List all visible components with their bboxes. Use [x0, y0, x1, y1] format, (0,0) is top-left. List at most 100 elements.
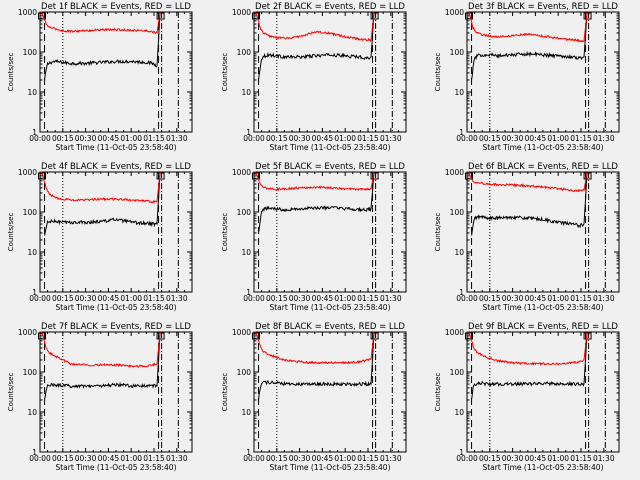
x-tick-label: 01:30: [380, 294, 402, 303]
x-axis-label: Start Time (11-Oct-05 23:58:40): [269, 143, 390, 152]
x-tick-label: 01:15: [143, 454, 165, 463]
x-tick-label: 00:45: [525, 454, 547, 463]
detector-panel-2: Det 2f BLACK = Events, RED = LLD 1 10 100 10…: [221, 2, 407, 152]
lld-series-line: [254, 331, 375, 365]
y-tick-label: 1000: [18, 8, 37, 17]
x-tick-label: 00:15: [266, 134, 288, 143]
x-tick-label: 01:15: [357, 294, 379, 303]
x-tick-label: 00:00: [29, 294, 51, 303]
y-tick-label: 10: [454, 408, 464, 417]
x-tick-label: 00:00: [29, 134, 51, 143]
detector-panel-8: Det 8f BLACK = Events, RED = LLD 1 10 100 10…: [221, 322, 407, 472]
x-tick-label: 01:00: [547, 454, 569, 463]
x-tick-label: 00:30: [502, 454, 524, 463]
x-tick-label: 00:00: [456, 134, 478, 143]
panel-title: Det 5f BLACK = Events, RED = LLD: [255, 162, 405, 172]
x-tick-label: 00:15: [266, 454, 288, 463]
x-tick-label: 01:00: [547, 294, 569, 303]
y-tick-label: 100: [450, 368, 465, 377]
y-tick-label: 1000: [445, 168, 464, 177]
x-tick-label: 00:30: [75, 134, 97, 143]
lld-series-line: [40, 171, 161, 204]
y-tick-label: 1000: [445, 328, 464, 337]
lld-series-line: [40, 11, 161, 35]
end-box-marker: [156, 172, 165, 180]
x-tick-label: 00:15: [52, 454, 74, 463]
y-axis-label: Counts/sec: [434, 213, 442, 252]
y-tick-label: 1: [32, 128, 37, 137]
y-tick-label: 100: [23, 368, 38, 377]
y-tick-label: 10: [241, 408, 251, 417]
panel-title: Det 4f BLACK = Events, RED = LLD: [41, 162, 191, 172]
y-tick-label: 10: [27, 408, 37, 417]
end-box-marker: [156, 12, 165, 20]
x-tick-label: 00:45: [98, 454, 120, 463]
x-tick-label: 00:00: [243, 134, 265, 143]
x-tick-label: 01:30: [166, 294, 188, 303]
detector-panel-6: Det 6f BLACK = Events, RED = LLD 1 10 100 10…: [434, 162, 620, 312]
x-tick-label: 01:15: [143, 294, 165, 303]
x-tick-label: 00:45: [312, 294, 334, 303]
y-tick-label: 1: [459, 288, 464, 297]
y-axis-label: Counts/sec: [221, 213, 229, 252]
events-series-line: [471, 331, 588, 400]
end-box-marker: [583, 172, 592, 180]
y-axis-label: Counts/sec: [7, 373, 15, 412]
x-tick-label: 01:30: [593, 294, 615, 303]
y-tick-label: 100: [450, 208, 465, 217]
x-tick-label: 00:15: [479, 134, 501, 143]
end-box-marker: [370, 332, 379, 340]
y-tick-label: 1: [459, 128, 464, 137]
events-series-line: [44, 331, 161, 400]
events-series-line: [258, 11, 375, 80]
x-tick-label: 00:15: [266, 294, 288, 303]
y-axis-label: Counts/sec: [7, 53, 15, 92]
panel-title: Det 7f BLACK = Events, RED = LLD: [41, 322, 191, 332]
x-axis-label: Start Time (11-Oct-05 23:58:40): [55, 463, 176, 472]
y-tick-label: 100: [23, 48, 38, 57]
x-tick-label: 01:00: [120, 134, 142, 143]
y-axis-label: Counts/sec: [434, 53, 442, 92]
detector-panel-3: Det 3f BLACK = Events, RED = LLD 1 10 100 10…: [434, 2, 620, 152]
x-tick-label: 01:00: [334, 134, 356, 143]
y-tick-label: 1000: [232, 8, 251, 17]
x-axis-label: Start Time (11-Oct-05 23:58:40): [482, 143, 603, 152]
x-tick-label: 01:15: [357, 454, 379, 463]
end-box-marker: [583, 332, 592, 340]
x-tick-label: 01:00: [334, 454, 356, 463]
detector-panel-7: Det 7f BLACK = Events, RED = LLD 1 10 100 10…: [7, 322, 193, 472]
events-series-line: [471, 11, 588, 80]
x-tick-label: 00:15: [52, 294, 74, 303]
y-tick-label: 100: [237, 368, 252, 377]
x-tick-label: 00:30: [75, 294, 97, 303]
y-tick-label: 1000: [232, 328, 251, 337]
x-axis-label: Start Time (11-Oct-05 23:58:40): [269, 463, 390, 472]
panel-title: Det 8f BLACK = Events, RED = LLD: [255, 322, 405, 332]
y-tick-label: 100: [237, 48, 252, 57]
y-tick-label: 1000: [18, 328, 37, 337]
y-tick-label: 10: [27, 248, 37, 257]
panel-title: Det 1f BLACK = Events, RED = LLD: [41, 2, 191, 12]
events-series-line: [258, 171, 375, 233]
x-tick-label: 00:45: [312, 134, 334, 143]
detector-panel-1: Det 1f BLACK = Events, RED = LLD 1 10 100 10…: [7, 2, 193, 152]
x-axis-label: Start Time (11-Oct-05 23:58:40): [482, 303, 603, 312]
events-series-line: [258, 331, 375, 400]
lld-series-line: [467, 331, 588, 367]
x-tick-label: 01:00: [120, 454, 142, 463]
y-tick-label: 10: [27, 88, 37, 97]
y-tick-label: 1: [32, 288, 37, 297]
x-tick-label: 00:30: [502, 134, 524, 143]
x-tick-label: 00:30: [289, 454, 311, 463]
end-box-marker: [583, 12, 592, 20]
x-tick-label: 00:30: [289, 294, 311, 303]
y-axis-label: Counts/sec: [221, 373, 229, 412]
x-tick-label: 00:00: [29, 454, 51, 463]
end-box-marker: [370, 12, 379, 20]
x-tick-label: 00:00: [456, 454, 478, 463]
y-tick-label: 1: [246, 448, 251, 457]
x-tick-label: 00:45: [98, 134, 120, 143]
y-axis-label: Counts/sec: [221, 53, 229, 92]
y-tick-label: 1000: [445, 8, 464, 17]
